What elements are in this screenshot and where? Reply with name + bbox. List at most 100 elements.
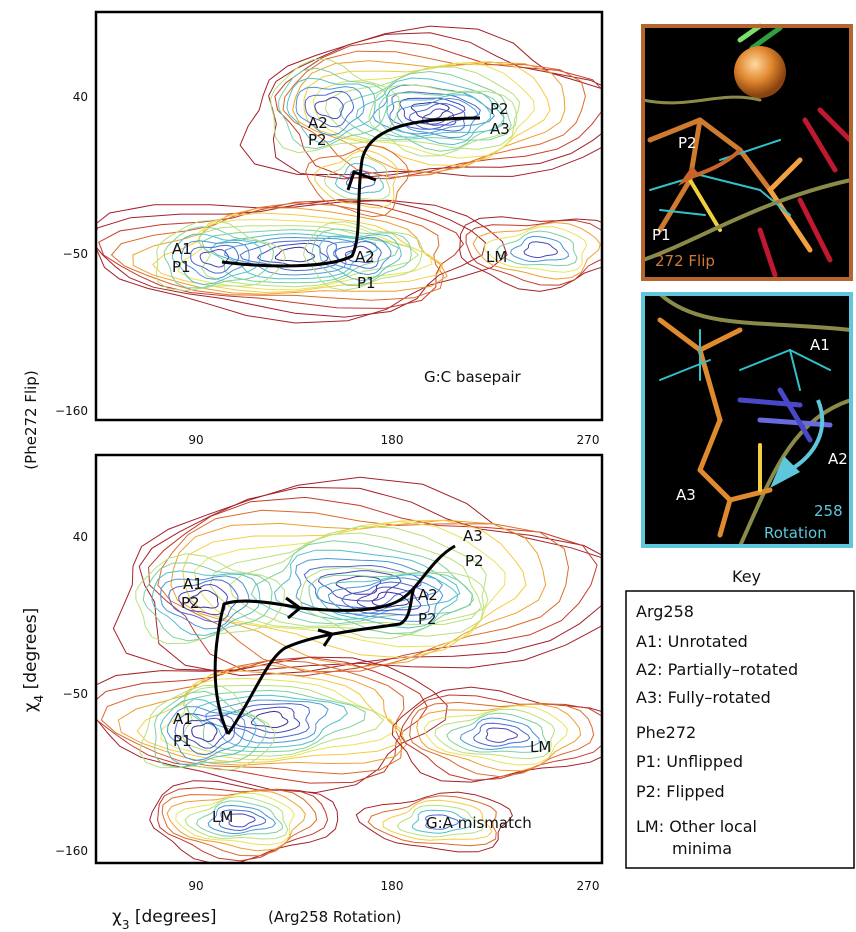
contour-line (218, 703, 311, 739)
flip-label-p1: P1 (652, 226, 671, 244)
bottom-x-tick-90: 90 (188, 879, 203, 893)
top-contours (96, 25, 602, 324)
contour-line (484, 226, 588, 273)
bottom-label-a2p2: A2 P2 (418, 586, 443, 628)
contour-line (184, 795, 289, 840)
y-axis-title: χ4 [degrees] (21, 608, 46, 713)
rotation-caption-number: 258 (814, 502, 843, 520)
contour-line (386, 94, 491, 146)
bottom-panel: A3 P2 A1 P2 A2 P2 A1 P1 LM LM G:A mismat… (55, 453, 604, 893)
contour-line (161, 788, 318, 857)
contour-line (256, 242, 329, 267)
rotation-caption-word: Rotation (764, 524, 827, 542)
contour-line (304, 90, 355, 128)
rotation-arrowhead (770, 456, 800, 488)
contour-line (96, 199, 508, 324)
contour-line (268, 32, 602, 180)
contour-line (98, 199, 465, 309)
contour-line (201, 229, 400, 284)
contour-line (319, 233, 402, 282)
contour-line (180, 240, 250, 280)
top-label-a2p1: A2 P1 (355, 248, 380, 292)
x-axis-symbol: χ (112, 907, 122, 927)
contour-line (199, 248, 229, 268)
contour-line (411, 809, 473, 834)
contour-line (323, 156, 391, 201)
flip-label-p2: P2 (678, 134, 697, 152)
contour-line (96, 199, 486, 318)
contour-line (166, 706, 246, 762)
contour-line (305, 144, 410, 218)
contour-line (355, 791, 513, 853)
top-panel-frame (94, 10, 604, 422)
contour-line (226, 813, 256, 828)
contour-line (382, 799, 493, 841)
contour-line (138, 486, 602, 677)
x-axis-title: χ3 [degrees] (112, 907, 217, 932)
bottom-label-lm-right: LM (530, 738, 551, 756)
contour-line (196, 225, 420, 288)
contour-line (148, 496, 598, 677)
contour-line (434, 708, 556, 760)
x-axis-note: (Arg258 Rotation) (268, 908, 402, 926)
contour-line (314, 150, 398, 209)
contour-line (344, 245, 373, 264)
contour-line (175, 792, 295, 846)
contour-line (423, 705, 568, 766)
contour-line (314, 96, 344, 120)
top-label-a2p2: A2 P2 (308, 114, 333, 149)
contour-line (334, 162, 384, 195)
bottom-label-a1p1: A1 P1 (173, 710, 198, 750)
contour-line (485, 727, 519, 743)
contour-line (303, 221, 423, 291)
contour-line (356, 586, 422, 612)
contour-line (408, 102, 466, 132)
bottom-label-a1p2: A1 P2 (181, 575, 208, 612)
key: Key Arg258 A1: Unrotated A2: Partially–r… (625, 567, 855, 869)
contour-line (316, 574, 459, 629)
rotation-arrow (788, 399, 825, 472)
contour-line (317, 570, 402, 602)
inset-272-flip: P2 P1 272 Flip (641, 23, 853, 281)
contour-line (239, 239, 340, 272)
contour-line (282, 50, 586, 178)
contour-line (192, 694, 349, 749)
top-pathway-main (221, 116, 481, 268)
contour-line (345, 169, 376, 190)
contour-line (139, 684, 276, 771)
contour-line (160, 677, 397, 761)
y-axis-subscript: 4 (32, 695, 46, 703)
contour-line (170, 519, 547, 668)
inset-258-rotation: A1 A2 A3 258 Rotation (641, 292, 853, 548)
contour-line (178, 583, 229, 616)
contour-line (303, 564, 422, 609)
contour-line (181, 684, 385, 757)
key-box (625, 590, 855, 869)
contour-line (151, 570, 261, 637)
contour-line (308, 572, 474, 635)
key-p1: P1: Unflipped (636, 752, 743, 771)
key-a1: A1: Unrotated (636, 632, 748, 651)
bottom-panel-frame (94, 453, 604, 865)
contour-line (425, 814, 460, 830)
contour-line (278, 67, 389, 150)
contour-line (367, 795, 497, 847)
contour-line (182, 519, 527, 659)
y-axis-unit: [degrees] (21, 608, 41, 695)
flip-caption: 272 Flip (655, 252, 715, 270)
rotation-sticks (657, 292, 853, 548)
contour-line (312, 62, 535, 159)
y-axis-symbol: χ (21, 702, 41, 712)
contour-line (295, 86, 365, 136)
bottom-x-tick-270: 270 (577, 879, 600, 893)
contour-line (117, 664, 408, 766)
top-x-tick-180: 180 (381, 433, 404, 447)
key-arg258: Arg258 (636, 602, 694, 621)
top-label-lm: LM (486, 248, 507, 266)
contour-line (168, 579, 239, 623)
top-panel: A2 P2 P2 A3 A1 P1 A2 P1 LM G:C basepair … (55, 10, 604, 447)
ion-sphere (734, 46, 786, 98)
bottom-pathway-arrowhead-1 (285, 596, 303, 620)
contour-line (218, 809, 267, 832)
